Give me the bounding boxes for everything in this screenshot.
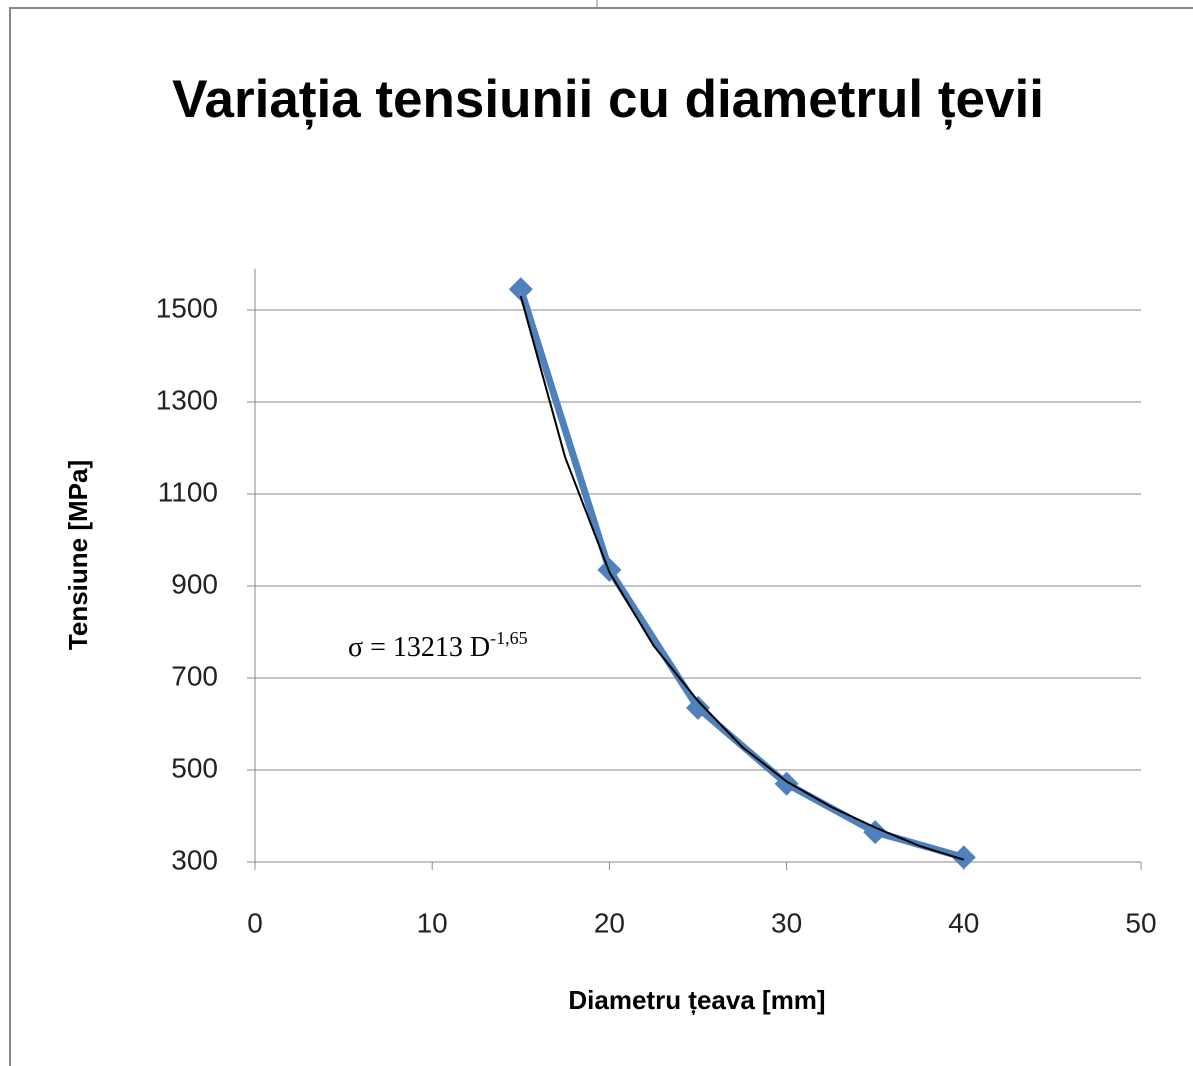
x-tick-label: 20 — [594, 907, 625, 938]
data-line — [517, 288, 965, 861]
data-point — [508, 277, 533, 302]
y-tick-label: 300 — [171, 844, 218, 875]
x-axis-label: Diametru țeava [mm] — [568, 985, 825, 1015]
y-tick-label: 700 — [171, 660, 218, 691]
trend-line — [519, 295, 965, 861]
data-point — [686, 695, 710, 720]
y-tick-label: 1300 — [156, 384, 218, 415]
chart-border — [9, 7, 1193, 1066]
y-tick-label: 900 — [171, 568, 218, 599]
x-tick-label: 50 — [1125, 907, 1156, 938]
equation: σ = 13213 D-1,65 — [348, 628, 528, 663]
y-tick-label: 1100 — [158, 476, 218, 507]
chart-title: Variația tensiunii cu diametrul țevii — [172, 70, 1044, 129]
x-tick-label: 30 — [771, 907, 802, 938]
y-tick-label: 500 — [171, 752, 218, 783]
x-tick-label: 40 — [948, 907, 979, 938]
y-tick-label: 1500 — [156, 292, 218, 323]
data-point — [951, 845, 976, 870]
equation-text: σ = 13213 D — [348, 632, 490, 663]
y-axis-label: Tensiune [MPa] — [63, 460, 93, 650]
data-point — [863, 820, 888, 845]
x-tick-label: 0 — [247, 907, 263, 938]
x-tick-label: 10 — [417, 907, 448, 938]
equation-exponent: -1,65 — [490, 628, 528, 648]
